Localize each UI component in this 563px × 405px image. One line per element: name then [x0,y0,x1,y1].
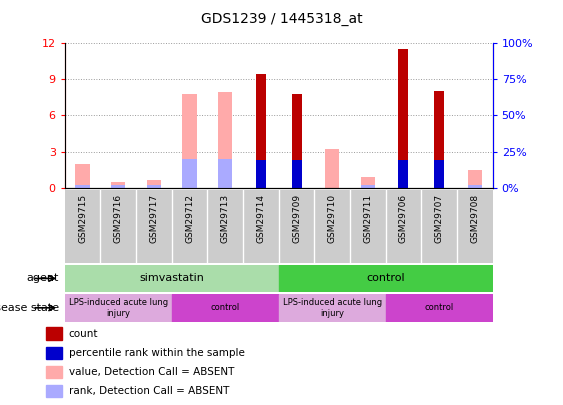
Bar [46,366,62,378]
Bar [386,294,493,322]
Text: GSM29712: GSM29712 [185,194,194,243]
Text: LPS-induced acute lung
injury: LPS-induced acute lung injury [283,298,382,318]
Bar [399,49,409,188]
Text: GDS1239 / 1445318_at: GDS1239 / 1445318_at [200,12,363,26]
Bar [218,92,233,188]
Bar [292,94,302,188]
Text: GSM29717: GSM29717 [149,194,158,243]
Text: GSM29714: GSM29714 [256,194,265,243]
Text: LPS-induced acute lung
injury: LPS-induced acute lung injury [69,298,168,318]
Bar [111,185,126,188]
Bar [218,159,233,188]
Bar [147,185,161,188]
Text: count: count [69,328,98,339]
Bar [111,182,126,188]
Text: GSM29706: GSM29706 [399,194,408,243]
Bar [46,328,62,340]
Text: GSM29708: GSM29708 [470,194,479,243]
Text: simvastatin: simvastatin [139,273,204,283]
Bar [256,74,266,188]
Text: control: control [425,303,454,312]
Bar [46,385,62,397]
Text: control: control [367,273,405,283]
Bar [111,185,126,188]
Bar [361,185,375,188]
Bar [468,170,482,188]
Bar [325,149,339,188]
Bar [65,294,172,322]
Bar [361,185,375,188]
Bar [292,160,302,188]
Bar [75,164,90,188]
Text: GSM29707: GSM29707 [435,194,444,243]
Text: rank, Detection Call = ABSENT: rank, Detection Call = ABSENT [69,386,229,396]
Bar [172,294,279,322]
Text: disease state: disease state [0,303,59,313]
Bar [256,160,266,188]
Bar [218,159,233,188]
Bar [468,185,482,188]
Text: GSM29709: GSM29709 [292,194,301,243]
Bar [147,185,161,188]
Bar [147,180,161,188]
Text: GSM29711: GSM29711 [363,194,372,243]
Text: control: control [211,303,240,312]
Bar [46,347,62,359]
Bar [399,160,409,188]
Text: agent: agent [26,273,59,283]
Bar [182,159,196,188]
Text: GSM29713: GSM29713 [221,194,230,243]
Text: value, Detection Call = ABSENT: value, Detection Call = ABSENT [69,367,234,377]
Bar [182,159,196,188]
Bar [65,265,279,292]
Bar [468,185,482,188]
Text: GSM29710: GSM29710 [328,194,337,243]
Bar [279,265,493,292]
Text: percentile rank within the sample: percentile rank within the sample [69,348,244,358]
Text: GSM29716: GSM29716 [114,194,123,243]
Bar [75,185,90,188]
Bar [434,160,444,188]
Bar [182,94,196,188]
Text: GSM29715: GSM29715 [78,194,87,243]
Bar [75,185,90,188]
Bar [361,177,375,188]
Bar [434,91,444,188]
Bar [279,294,386,322]
